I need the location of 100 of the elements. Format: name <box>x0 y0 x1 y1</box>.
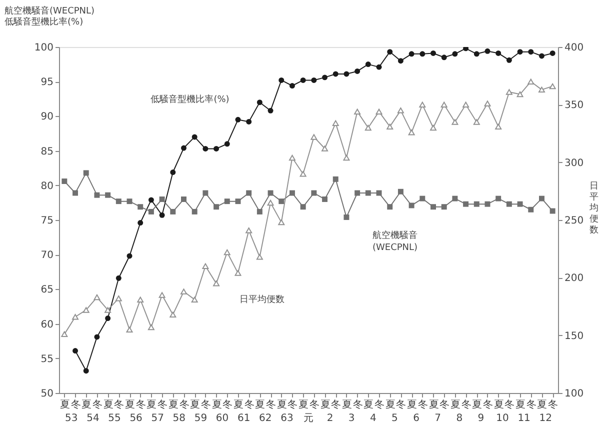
point <box>181 145 186 151</box>
point <box>224 198 230 204</box>
x-tick-label: 夏 <box>494 400 504 410</box>
point <box>495 124 502 130</box>
x-tick-label: 冬 <box>200 398 211 410</box>
point <box>430 204 436 210</box>
x-tick-label: 夏 <box>255 400 266 410</box>
point <box>549 83 556 90</box>
x-tick-label: 冬 <box>440 398 450 410</box>
point <box>354 108 361 114</box>
text: 9 <box>478 413 484 424</box>
x-tick-label: 夏 <box>125 400 136 410</box>
point <box>158 292 166 298</box>
point <box>105 316 111 321</box>
point <box>191 296 198 302</box>
point <box>300 204 306 210</box>
point <box>528 206 534 212</box>
point <box>83 368 89 374</box>
point <box>268 190 274 196</box>
point <box>104 307 112 313</box>
x-tick-label: 夏 <box>407 400 418 410</box>
x-tick-label: 冬 <box>504 398 515 410</box>
point <box>126 253 132 259</box>
point <box>386 124 394 130</box>
point <box>170 312 176 318</box>
point <box>170 208 176 214</box>
point <box>506 57 512 63</box>
point <box>256 254 263 260</box>
text: 53 <box>65 413 78 424</box>
x-tick-label: 夏 <box>537 400 548 410</box>
text: 56 <box>130 413 142 424</box>
y-tick-label: 95 <box>40 77 54 88</box>
point <box>278 198 284 204</box>
y-tick-label: 75 <box>40 216 54 226</box>
x-tick-label: 冬 <box>418 398 428 410</box>
point <box>408 202 414 208</box>
y-tick-label: 55 <box>40 354 54 365</box>
y2-tick-label: 150 <box>564 330 584 342</box>
text: 低騒音型機比率(%) <box>4 18 84 28</box>
point <box>311 190 317 196</box>
x-tick-label: 冬 <box>396 398 406 410</box>
point <box>214 204 220 210</box>
point <box>397 108 404 114</box>
point <box>246 190 252 196</box>
point <box>517 201 523 207</box>
x-tick-label: 冬 <box>461 398 472 410</box>
point <box>170 170 176 175</box>
x-tick-label: 冬 <box>309 398 320 410</box>
text: 12 <box>539 413 552 424</box>
point <box>365 62 371 68</box>
point <box>365 190 371 196</box>
point <box>192 134 198 140</box>
point <box>517 49 523 55</box>
point <box>462 102 470 108</box>
point <box>473 119 480 125</box>
point <box>322 146 328 152</box>
point <box>234 270 242 276</box>
point <box>441 204 447 210</box>
point <box>148 324 154 330</box>
point <box>419 102 426 108</box>
point <box>116 275 122 281</box>
point <box>398 188 404 194</box>
x-tick-label: 夏 <box>450 400 460 410</box>
point <box>268 108 274 114</box>
point <box>538 196 544 202</box>
point <box>256 100 262 106</box>
point <box>72 314 79 320</box>
point <box>430 50 436 56</box>
point <box>94 334 100 340</box>
text: 3 <box>348 413 355 424</box>
x-tick-label: 冬 <box>114 398 124 410</box>
y-tick-label: 85 <box>40 146 54 158</box>
text: 59 <box>194 413 208 424</box>
point <box>115 296 122 302</box>
x-tick-label: 冬 <box>244 398 254 410</box>
point <box>213 280 220 286</box>
x-tick-label: 夏 <box>472 400 482 410</box>
point <box>484 201 490 207</box>
point <box>474 51 480 57</box>
point <box>474 201 480 207</box>
point <box>441 54 447 60</box>
x-tick-label: 夏 <box>103 400 114 410</box>
text: 61 <box>237 413 250 424</box>
point <box>289 83 295 88</box>
point <box>452 119 458 125</box>
point <box>398 58 404 64</box>
point <box>332 71 338 77</box>
point <box>452 51 458 57</box>
point <box>246 119 252 124</box>
point <box>288 154 296 161</box>
point <box>452 196 458 202</box>
point <box>62 178 68 184</box>
x-tick-label: 冬 <box>288 398 298 410</box>
point <box>278 219 285 226</box>
x-tick-label: 夏 <box>516 400 526 410</box>
y-tick-label: 100 <box>34 42 54 54</box>
x-tick-label: 冬 <box>92 398 102 410</box>
point <box>343 154 350 161</box>
text: 55 <box>108 413 121 424</box>
x-tick-label: 夏 <box>428 400 439 410</box>
